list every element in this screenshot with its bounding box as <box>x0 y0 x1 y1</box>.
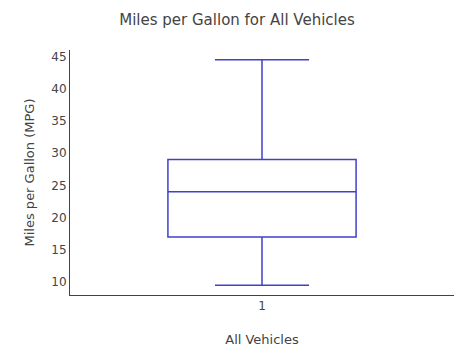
svg-text:35: 35 <box>51 114 66 128</box>
svg-text:20: 20 <box>51 211 66 225</box>
svg-text:45: 45 <box>51 50 66 64</box>
svg-text:40: 40 <box>51 82 66 96</box>
svg-text:Miles per Gallon (MPG): Miles per Gallon (MPG) <box>22 99 37 247</box>
svg-text:15: 15 <box>51 243 66 257</box>
svg-text:1: 1 <box>258 299 266 313</box>
svg-text:25: 25 <box>51 179 66 193</box>
svg-text:30: 30 <box>51 146 66 160</box>
svg-text:Miles per Gallon for All Vehic: Miles per Gallon for All Vehicles <box>119 11 355 29</box>
svg-text:10: 10 <box>51 275 66 289</box>
svg-text:All Vehicles: All Vehicles <box>225 332 299 347</box>
